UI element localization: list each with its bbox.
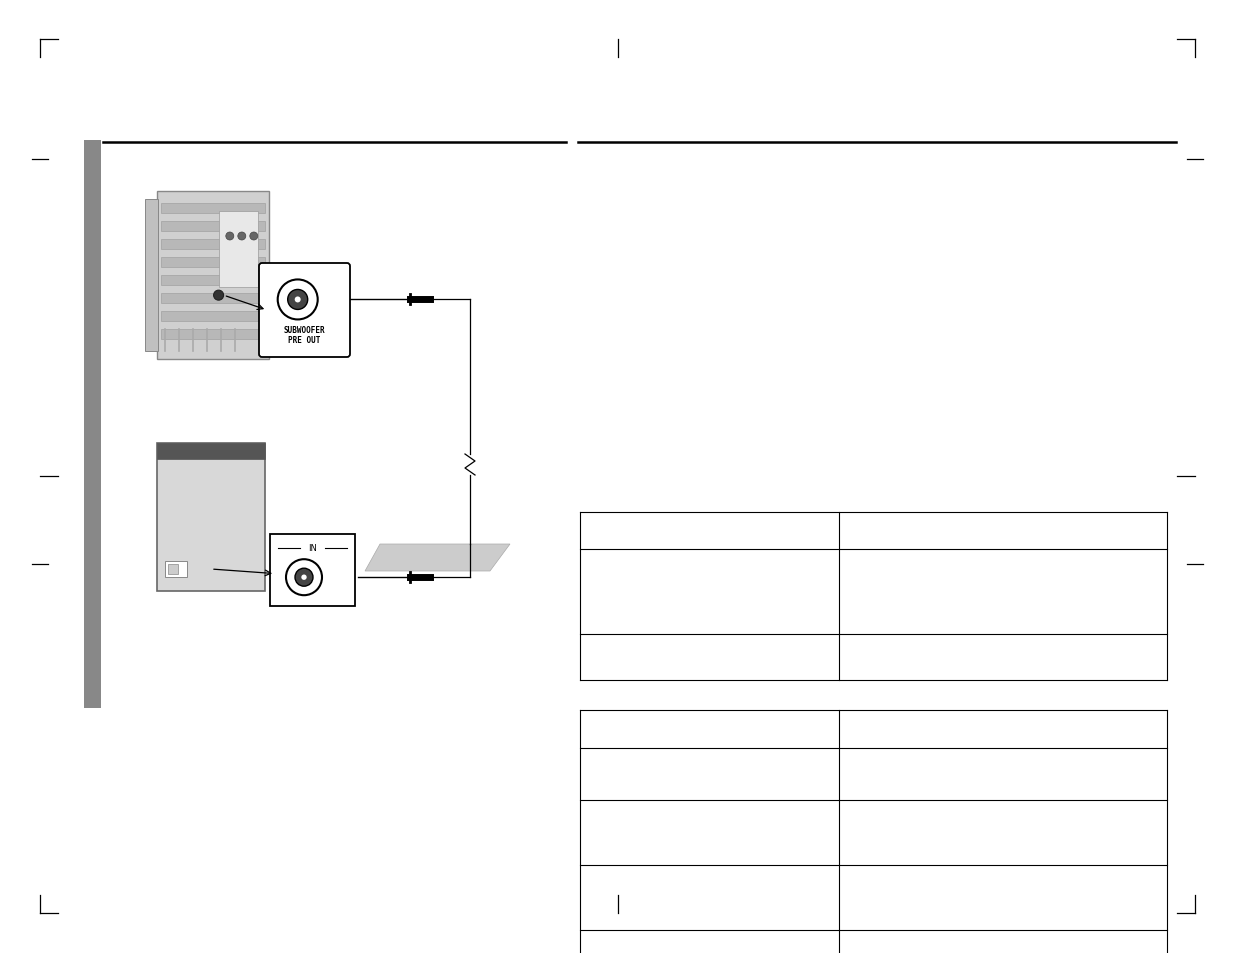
Bar bbox=[161, 275, 266, 286]
Circle shape bbox=[287, 559, 322, 596]
Circle shape bbox=[288, 290, 308, 310]
Circle shape bbox=[214, 291, 224, 301]
Bar bbox=[157, 443, 266, 459]
Bar bbox=[161, 222, 266, 232]
Circle shape bbox=[226, 233, 233, 241]
Bar bbox=[270, 535, 354, 606]
Bar bbox=[161, 312, 266, 322]
Text: SUBWOOFER
PRE OUT: SUBWOOFER PRE OUT bbox=[284, 326, 325, 345]
Circle shape bbox=[249, 233, 258, 241]
Bar bbox=[144, 200, 158, 352]
Bar bbox=[161, 294, 266, 304]
Circle shape bbox=[301, 575, 306, 580]
Bar bbox=[161, 257, 266, 268]
Bar bbox=[161, 240, 266, 250]
Circle shape bbox=[238, 233, 246, 241]
Bar bbox=[161, 204, 266, 213]
Circle shape bbox=[295, 569, 312, 587]
Polygon shape bbox=[366, 544, 510, 572]
Bar bbox=[168, 564, 178, 575]
Bar bbox=[165, 561, 186, 578]
Bar bbox=[157, 192, 269, 359]
Bar bbox=[161, 330, 266, 339]
Circle shape bbox=[295, 297, 300, 303]
Text: IN: IN bbox=[308, 544, 317, 553]
Circle shape bbox=[278, 280, 317, 320]
FancyBboxPatch shape bbox=[259, 264, 350, 357]
Bar bbox=[157, 443, 266, 592]
Bar bbox=[84, 141, 101, 708]
Bar bbox=[219, 212, 258, 287]
